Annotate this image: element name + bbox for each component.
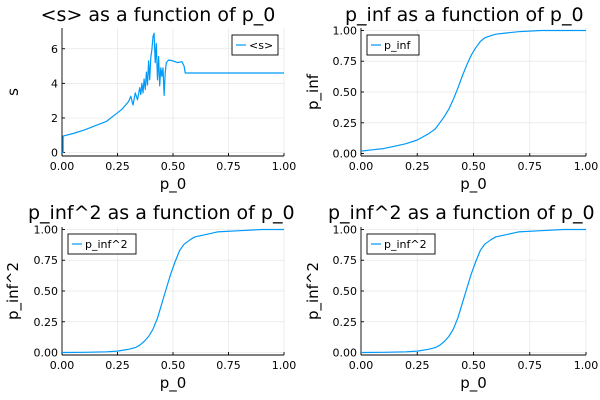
chart-panel-pinf-vs-p0: 0.00 0.25 0.50 0.75 1.00 0.00 0.25 0.50 0.75 1.00…	[304, 4, 598, 194]
y-tick-label: 2	[51, 112, 58, 125]
chart-panel-pinf2-vs-p0-right: 0.00 0.25 0.50 0.75 1.00 0.00 0.25 0.50 0.75 1.00…	[304, 202, 598, 393]
x-tick-label: 0.50	[161, 359, 186, 372]
legend-box	[366, 34, 420, 56]
chart-panel-s-vs-p0: 0.00 0.25 0.50 0.75 1.00 0 2 4 6 <s> <s> as a func…	[4, 4, 296, 194]
x-axis-label: p_0	[460, 374, 487, 393]
chart-title: p_inf^2 as a function of p_0	[28, 202, 295, 224]
y-tick-label: 0.25	[34, 316, 59, 329]
y-tick-label: 0.25	[333, 316, 358, 329]
x-tick-label: 0.00	[50, 160, 75, 173]
x-tick-label: 0.75	[216, 160, 241, 173]
x-axis-label: p_0	[460, 175, 487, 194]
y-tick-label: 0.25	[333, 117, 358, 130]
x-tick-label: 0.25	[405, 359, 430, 372]
y-tick-label: 6	[51, 43, 58, 56]
y-tick-label: 0.75	[34, 254, 59, 267]
chart-title: p_inf^2 as a function of p_0	[328, 202, 595, 224]
chart-title: p_inf as a function of p_0	[345, 4, 584, 26]
x-tick-label: 0.75	[518, 160, 543, 173]
x-tick-label: 0.75	[518, 359, 543, 372]
legend-label: p_inf	[384, 39, 412, 52]
legend: p_inf^2	[67, 233, 137, 255]
legend: p_inf^2	[366, 233, 436, 255]
x-tick-label: 1.00	[272, 359, 297, 372]
x-tick-label: 0.50	[161, 160, 186, 173]
x-tick-label: 0.25	[405, 160, 430, 173]
series-line-0	[360, 29, 586, 152]
chart-panel-pinf2-vs-p0-left: 0.00 0.25 0.50 0.75 1.00 0.00 0.25 0.50 0.75 1.00…	[4, 202, 296, 393]
x-axis-label: p_0	[160, 175, 187, 194]
x-tick-label: 0.00	[349, 359, 374, 372]
y-axis-label: p_inf^2	[304, 262, 323, 320]
series-line-0	[360, 228, 586, 354]
x-tick-label: 0.75	[216, 359, 241, 372]
y-tick-label: 1.00	[333, 223, 358, 236]
y-axis-label: s	[4, 88, 22, 96]
y-tick-label: 0.00	[333, 347, 358, 360]
x-tick-label: 0.25	[105, 359, 130, 372]
series-line-0	[62, 32, 284, 154]
x-tick-label: 0.50	[461, 359, 486, 372]
y-tick-label: 0.00	[333, 148, 358, 161]
x-tick-label: 0.50	[461, 160, 486, 173]
legend-box	[231, 34, 279, 56]
legend-box	[67, 233, 137, 255]
x-tick-label: 0.25	[105, 160, 130, 173]
legend: <s>	[231, 34, 279, 56]
legend-label: <s>	[249, 39, 273, 52]
y-tick-label: 1.00	[333, 24, 358, 37]
legend-label: p_inf^2	[85, 238, 128, 251]
y-tick-label: 0.00	[34, 347, 59, 360]
legend: p_inf	[366, 34, 420, 56]
y-tick-label: 0.50	[34, 285, 59, 298]
legend-box	[366, 233, 436, 255]
x-tick-label: 0.00	[50, 359, 75, 372]
x-tick-label: 1.00	[574, 359, 599, 372]
y-tick-label: 0.50	[333, 285, 358, 298]
y-tick-label: 4	[51, 77, 58, 90]
chart-title: <s> as a function of p_0	[41, 4, 276, 26]
y-tick-label: 0.75	[333, 55, 358, 68]
y-tick-label: 1.00	[34, 223, 59, 236]
y-axis-label: p_inf	[304, 73, 323, 110]
y-tick-label: 0	[51, 147, 58, 160]
x-axis-label: p_0	[160, 374, 187, 393]
x-tick-label: 1.00	[272, 160, 297, 173]
y-axis-label: p_inf^2	[4, 262, 23, 320]
legend-label: p_inf^2	[384, 238, 427, 251]
y-tick-label: 0.75	[333, 254, 358, 267]
y-tick-label: 0.50	[333, 86, 358, 99]
x-tick-label: 1.00	[574, 160, 599, 173]
series-line-0	[61, 228, 284, 354]
x-tick-label: 0.00	[349, 160, 374, 173]
